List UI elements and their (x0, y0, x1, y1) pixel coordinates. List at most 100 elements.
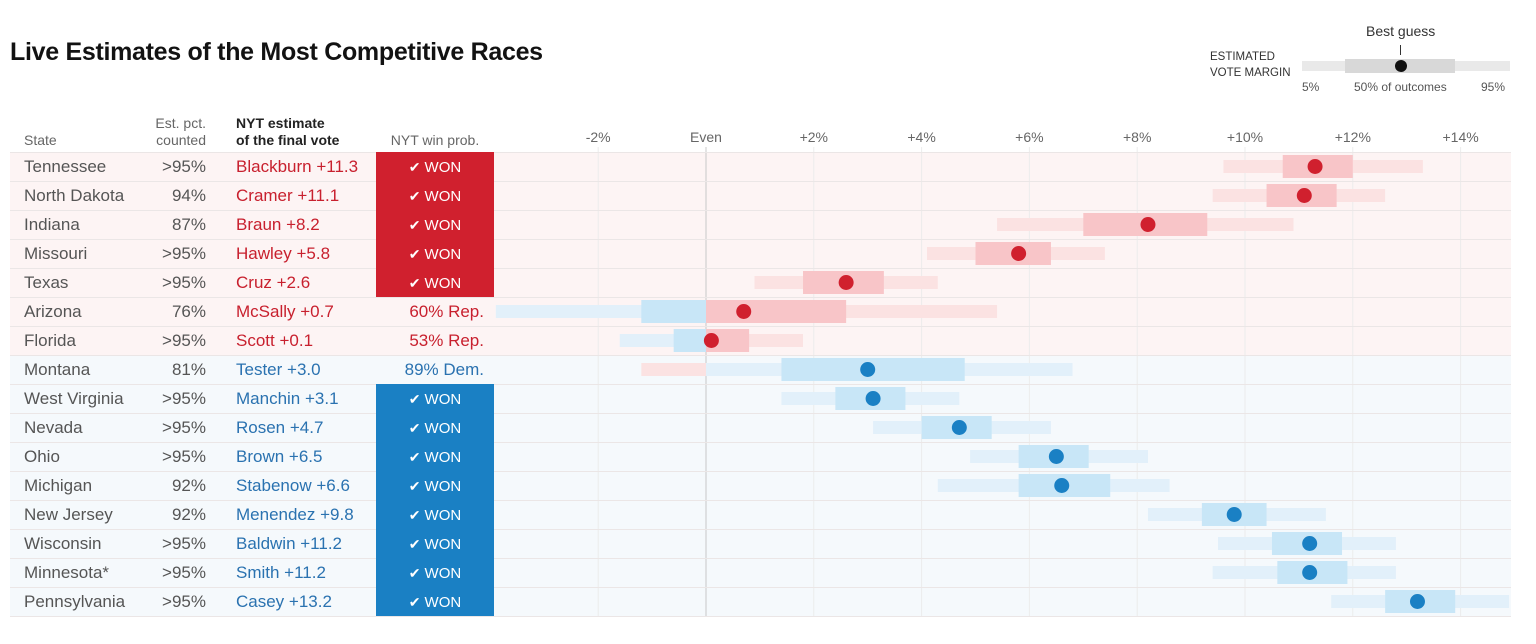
pct-counted: >95% (162, 534, 206, 553)
table-row: Indiana 87% Braun +8.2 ✔ WON (10, 210, 1511, 239)
checkmark-icon: ✔ (408, 420, 421, 436)
col-header-estimate-line1: NYT estimate (236, 115, 325, 131)
legend-heading: ESTIMATED VOTE MARGIN (1210, 49, 1291, 81)
state-name: Pennsylvania (24, 592, 126, 611)
best-guess-dot (1302, 536, 1318, 551)
checkmark-icon: ✔ (408, 449, 421, 465)
table-row: Arizona 76% McSally +0.7 60% Rep. (10, 297, 1511, 326)
estimate-text: Braun +8.2 (236, 215, 320, 234)
best-guess-dot (1054, 478, 1070, 493)
table-row: Florida >95% Scott +0.1 53% Rep. (10, 326, 1511, 355)
state-name: New Jersey (24, 505, 113, 524)
won-badge: ✔ WON (376, 268, 494, 297)
won-label: WON (424, 507, 462, 524)
checkmark-icon: ✔ (408, 275, 421, 291)
col-header-state: State (24, 132, 57, 148)
row-background (10, 413, 1511, 442)
row-background (10, 384, 1511, 413)
x-tick-label: +2% (799, 129, 829, 145)
table-row: Montana 81% Tester +3.0 89% Dem. (10, 355, 1511, 384)
best-guess-dot (1296, 188, 1312, 203)
best-guess-dot (1048, 449, 1064, 464)
win-probability: 53% Rep. (409, 331, 484, 350)
estimate-text: Brown +6.5 (236, 447, 323, 466)
pct-counted: 92% (171, 505, 206, 524)
won-badge: ✔ WON (376, 558, 494, 587)
pct-counted: >95% (162, 418, 206, 437)
estimate-text: Cruz +2.6 (236, 273, 311, 292)
x-tick-label: +10% (1226, 129, 1264, 145)
checkmark-icon: ✔ (408, 391, 421, 407)
best-guess-dot (1011, 246, 1027, 261)
state-name: Michigan (24, 476, 93, 495)
estimate-text: Menendez +9.8 (236, 505, 354, 524)
won-badge: ✔ WON (376, 210, 494, 239)
pct-counted: >95% (162, 447, 206, 466)
best-guess-dot (865, 391, 881, 406)
best-guess-dot (951, 420, 967, 435)
checkmark-icon: ✔ (408, 188, 421, 204)
state-name: Tennessee (24, 157, 107, 176)
won-label: WON (424, 391, 462, 408)
estimate-text: Rosen +4.7 (236, 418, 324, 437)
legend-best-guess-tick (1400, 45, 1401, 55)
pct-counted: 81% (171, 360, 206, 379)
row-background (10, 239, 1511, 268)
won-label: WON (424, 159, 462, 176)
state-name: Indiana (24, 215, 80, 234)
best-guess-dot (736, 304, 752, 319)
won-label: WON (424, 188, 462, 205)
inner-range-bar (706, 329, 750, 352)
checkmark-icon: ✔ (408, 507, 421, 523)
inner-range-bar (673, 329, 706, 352)
col-header-estimate: NYT estimate of the final vote (236, 115, 339, 149)
best-guess-dot (1140, 217, 1156, 232)
x-tick-label: Even (690, 129, 722, 145)
table-row: Texas >95% Cruz +2.6 ✔ WON (10, 268, 1511, 297)
state-name: Missouri (24, 244, 88, 263)
col-header-counted: Est. pct. counted (120, 115, 206, 149)
legend-best-guess-label: Best guess (1366, 23, 1436, 39)
won-badge: ✔ WON (376, 152, 494, 181)
pct-counted: >95% (162, 592, 206, 611)
table-row: Wisconsin >95% Baldwin +11.2 ✔ WON (10, 529, 1511, 558)
state-name: Montana (24, 360, 91, 379)
legend-heading-line1: ESTIMATED (1210, 51, 1275, 63)
won-badge: ✔ WON (376, 529, 494, 558)
estimate-text: Hawley +5.8 (236, 244, 331, 263)
row-background (10, 471, 1511, 500)
won-label: WON (424, 246, 462, 263)
best-guess-dot (1302, 565, 1318, 580)
estimate-text: Casey +13.2 (236, 592, 332, 611)
won-label: WON (424, 478, 462, 495)
won-label: WON (424, 536, 462, 553)
pct-counted: >95% (162, 244, 206, 263)
x-tick-label: +4% (907, 129, 936, 145)
pct-counted: >95% (162, 157, 206, 176)
col-header-winprob: NYT win prob. (390, 132, 480, 148)
state-name: Wisconsin (24, 534, 102, 553)
best-guess-dot (860, 362, 876, 377)
best-guess-dot (1307, 159, 1323, 174)
estimate-text: Stabenow +6.6 (236, 476, 350, 495)
chart-title: Live Estimates of the Most Competitive R… (10, 38, 543, 66)
won-badge: ✔ WON (376, 471, 494, 500)
checkmark-icon: ✔ (408, 594, 421, 610)
table-row: Missouri >95% Hawley +5.8 ✔ WON (10, 239, 1511, 268)
table-row: West Virginia >95% Manchin +3.1 ✔ WON (10, 384, 1511, 413)
estimate-text: Scott +0.1 (236, 331, 314, 350)
won-badge: ✔ WON (376, 500, 494, 529)
checkmark-icon: ✔ (408, 217, 421, 233)
table-row: Michigan 92% Stabenow +6.6 ✔ WON (10, 471, 1511, 500)
x-tick-label: +12% (1334, 129, 1371, 145)
best-guess-dot (838, 275, 854, 290)
pct-counted: >95% (162, 331, 206, 350)
table-row: Tennessee >95% Blackburn +11.3 ✔ WON (10, 152, 1511, 181)
col-header-counted-line2: counted (156, 132, 206, 148)
legend-high-label: 95% (1481, 80, 1506, 94)
row-background (10, 587, 1511, 616)
legend-dot (1395, 60, 1407, 72)
estimate-text: Blackburn +11.3 (236, 157, 359, 176)
inner-range-bar (641, 300, 706, 323)
x-tick-label: -2% (585, 129, 611, 145)
